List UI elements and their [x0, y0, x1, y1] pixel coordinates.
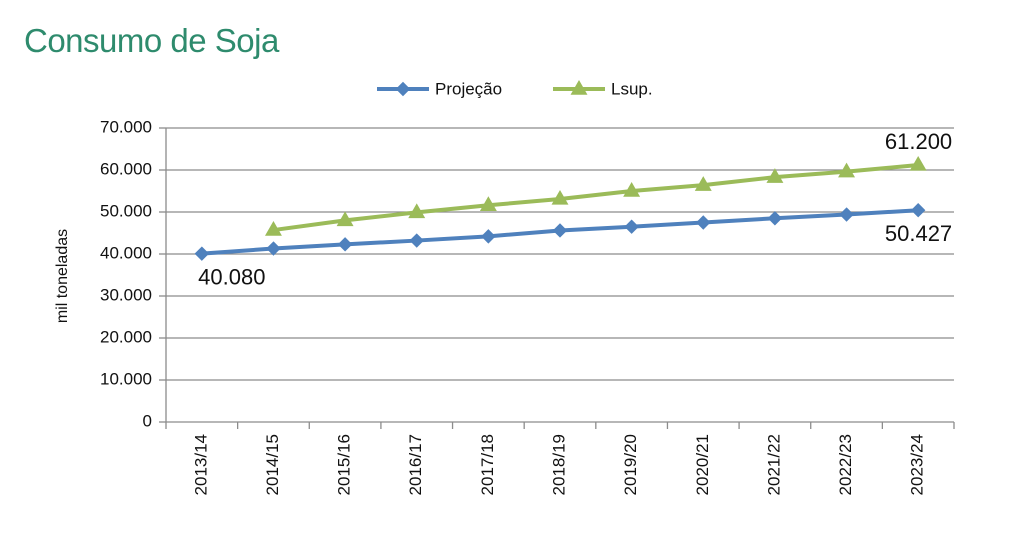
y-tick-label: 40.000	[100, 243, 152, 262]
x-tick-label: 2018/19	[549, 434, 568, 495]
series-line-lsup	[273, 162, 919, 233]
x-tick-label: 2020/21	[693, 434, 712, 495]
y-tick-label: 60.000	[100, 159, 152, 178]
axes	[159, 127, 955, 429]
projecao-marker	[552, 223, 568, 238]
data-label: 61.200	[885, 129, 952, 154]
y-tick-label: 50.000	[100, 201, 152, 220]
projecao-marker	[910, 202, 926, 218]
lsup-marker	[766, 168, 784, 183]
series-layer	[194, 155, 927, 261]
projecao-marker	[395, 81, 411, 97]
y-tick-label: 70.000	[100, 117, 152, 136]
y-tick-label: 0	[143, 411, 152, 430]
x-tick-label: 2022/23	[836, 434, 855, 495]
projecao-marker	[194, 246, 210, 261]
projecao-marker	[409, 233, 424, 248]
projecao-marker	[337, 237, 353, 252]
lsup-marker	[551, 189, 569, 205]
legend: Projeção Lsup.	[377, 79, 653, 98]
chart-title: Consumo de Soja	[24, 22, 279, 59]
data-label-layer: 40.080 50.427 61.200	[198, 129, 952, 290]
x-tick-label: 2017/18	[478, 434, 497, 495]
lsup-marker	[694, 176, 712, 191]
projecao-marker	[767, 211, 783, 226]
x-tick-labels: 2013/14 2014/15 2015/16 2016/17 2017/18 2018/…	[191, 434, 926, 495]
x-tick-label: 2021/22	[764, 434, 783, 495]
projecao-marker	[624, 219, 639, 234]
data-label: 40.080	[198, 264, 265, 289]
x-tick-label: 2019/20	[621, 434, 640, 495]
lsup-marker	[336, 211, 354, 227]
lsup-marker	[264, 221, 282, 236]
y-tick-label: 20.000	[100, 327, 152, 346]
lsup-marker	[623, 181, 641, 197]
projecao-marker	[839, 207, 854, 222]
lsup-marker	[570, 79, 588, 95]
x-tick-label: 2014/15	[263, 434, 282, 495]
x-tick-label: 2013/14	[191, 434, 210, 495]
legend-label-lsup: Lsup.	[611, 79, 653, 98]
data-label: 50.427	[885, 221, 952, 246]
grid-lines	[166, 127, 954, 381]
lsup-marker	[909, 155, 927, 171]
projecao-marker	[266, 241, 281, 256]
y-tick-label: 30.000	[100, 285, 152, 304]
lsup-marker	[479, 196, 497, 211]
projecao-marker	[481, 229, 496, 244]
projecao-marker	[696, 215, 711, 230]
legend-label-projecao: Projeção	[435, 79, 502, 98]
x-tick-label: 2023/24	[908, 434, 927, 495]
y-tick-label: 10.000	[100, 369, 152, 388]
x-tick-label: 2015/16	[335, 434, 354, 495]
lsup-marker	[838, 162, 856, 178]
x-tick-label: 2016/17	[406, 434, 425, 495]
y-tick-labels: 0 10.000 20.000 30.000 40.000 50.000 60.000 70.…	[100, 117, 152, 430]
lsup-marker	[408, 203, 426, 219]
y-axis-label: mil toneladas	[54, 229, 71, 323]
